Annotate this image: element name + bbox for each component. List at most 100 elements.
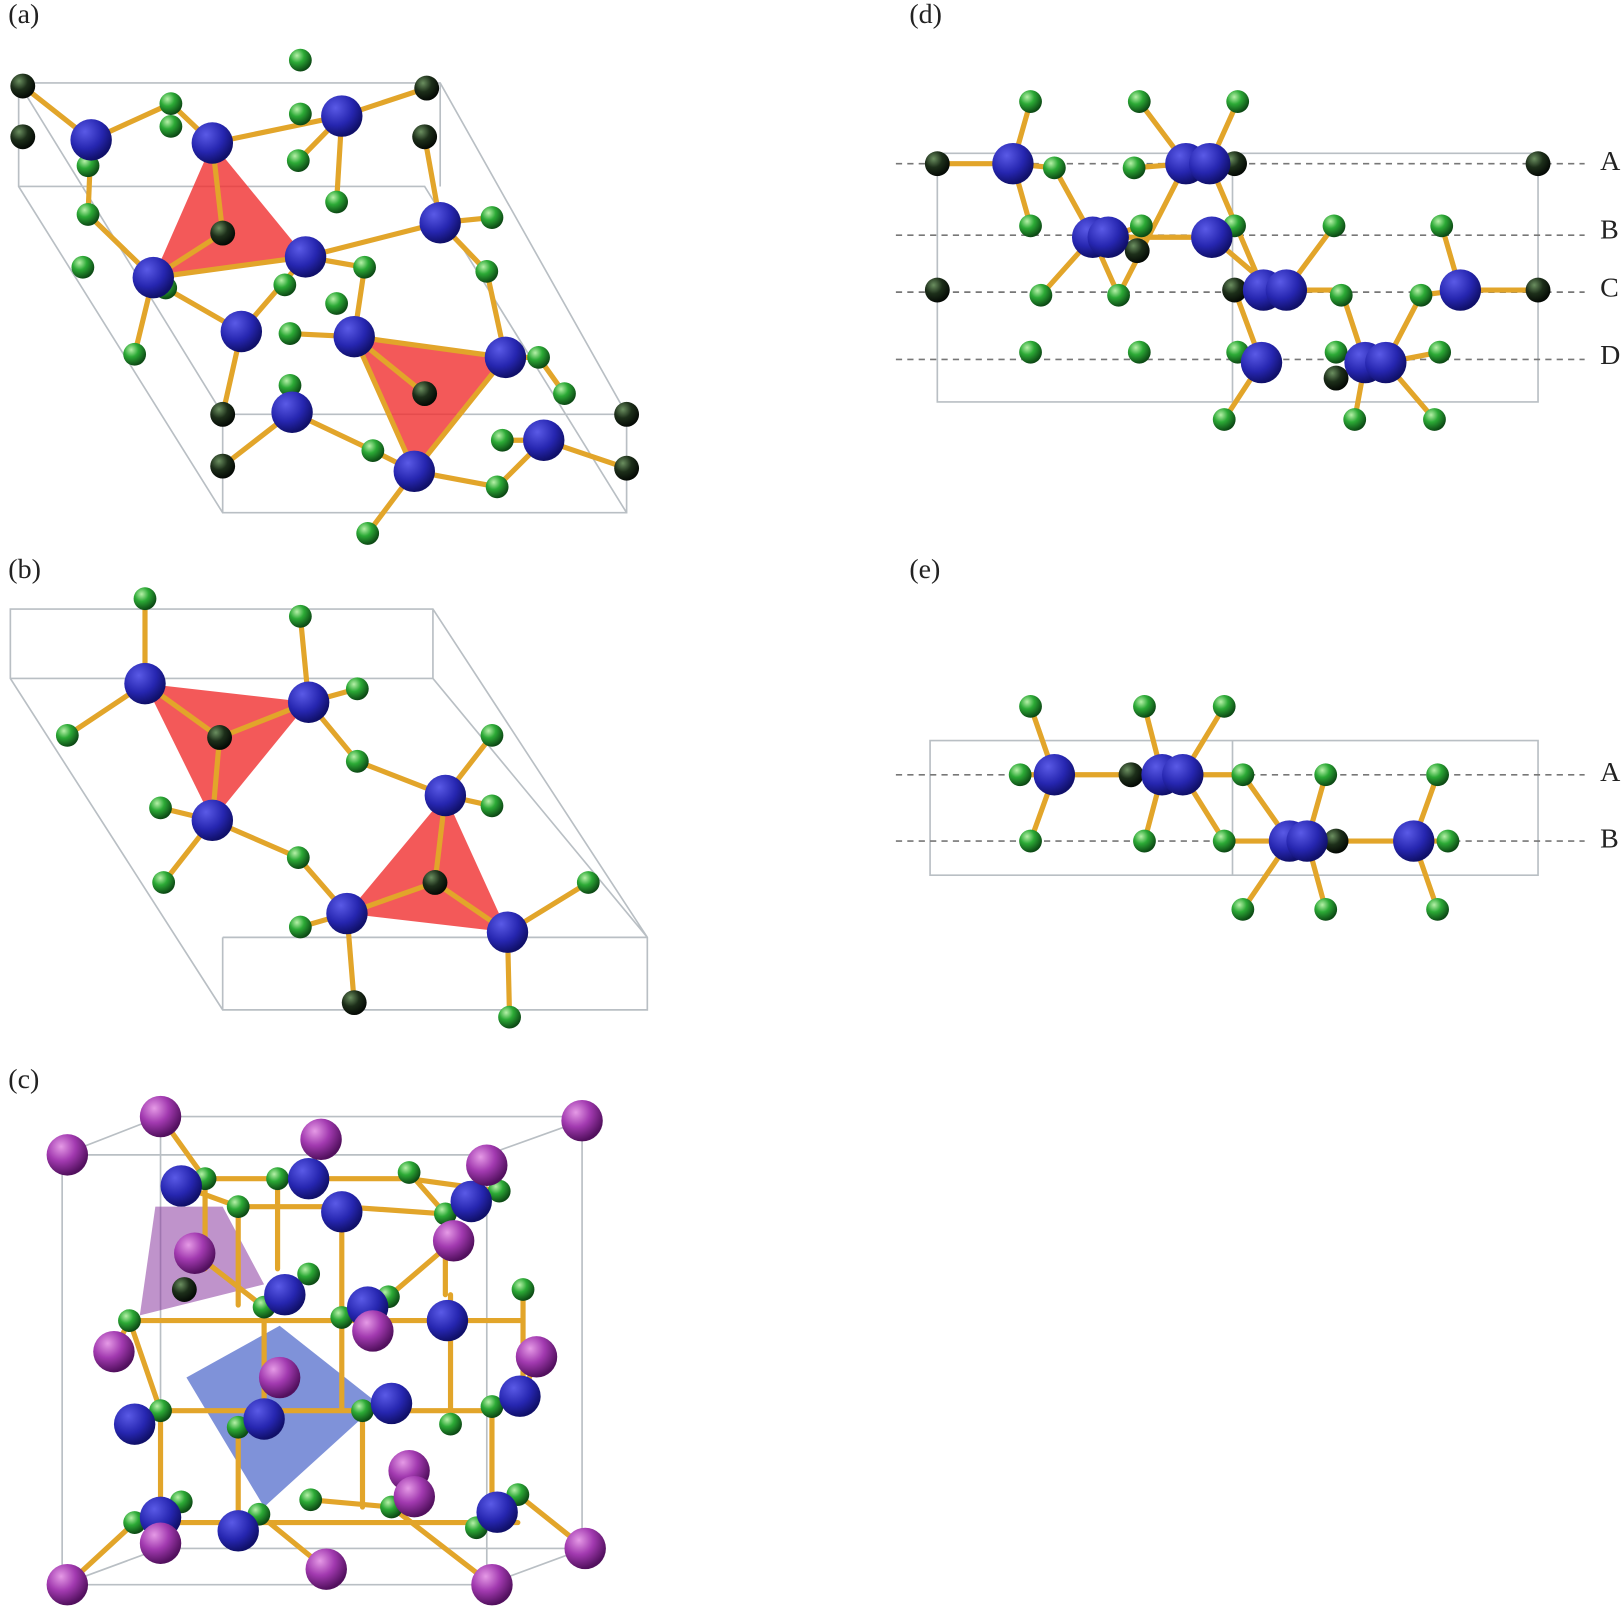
- green-atom: [1042, 156, 1066, 180]
- dark-atom: [1124, 238, 1150, 264]
- blue-atom: [1162, 754, 1204, 796]
- green-atom: [1019, 340, 1042, 364]
- shape: [9, 608, 649, 1011]
- green-atom: [1426, 763, 1449, 787]
- green-atom: [553, 382, 576, 406]
- green-atom: [330, 1306, 354, 1329]
- green-atom: [1019, 829, 1042, 853]
- green-atom: [55, 724, 79, 747]
- blue-atom: [1439, 269, 1482, 311]
- layer-label: C: [1600, 272, 1619, 303]
- purple-atom: [471, 1563, 513, 1606]
- purple-atom: [305, 1548, 347, 1590]
- green-atom: [123, 342, 147, 366]
- dark-atom: [412, 124, 438, 150]
- green-atom: [1019, 214, 1042, 238]
- blue-atom: [160, 1165, 202, 1207]
- shape: [346, 795, 508, 933]
- green-atom: [433, 1202, 457, 1226]
- green-atom: [345, 677, 369, 701]
- green-atom: [1127, 340, 1151, 364]
- purple-atom: [174, 1232, 216, 1274]
- panel-label: (c): [8, 1064, 39, 1095]
- dark-atom: [1323, 365, 1349, 391]
- bonds: [1017, 703, 1451, 912]
- purple-atom: [432, 1220, 475, 1262]
- purple-atom: [258, 1356, 301, 1399]
- blue-atom: [450, 1180, 492, 1223]
- green-atom: [439, 1412, 462, 1436]
- purple-atom: [300, 1118, 342, 1161]
- green-atom: [325, 190, 348, 214]
- blue-atom: [1393, 820, 1435, 862]
- blue-atom: [284, 236, 327, 278]
- dark-atom: [422, 870, 448, 895]
- dark-atom: [1118, 762, 1144, 788]
- green-atom: [1436, 829, 1460, 853]
- green-atom: [1008, 763, 1032, 787]
- atoms: [10, 48, 1551, 1606]
- green-atom: [1127, 90, 1151, 113]
- green-atom: [288, 604, 312, 628]
- blue-atom: [476, 1491, 518, 1533]
- layer-label: B: [1600, 214, 1619, 245]
- layer-label: A: [1600, 146, 1620, 177]
- dark-atom: [614, 455, 640, 481]
- green-atom: [133, 587, 157, 611]
- green-atom: [1329, 283, 1353, 307]
- layer-label: D: [1600, 340, 1620, 371]
- green-atom: [226, 1195, 250, 1219]
- green-atom: [159, 115, 183, 138]
- blue-atom: [132, 256, 174, 299]
- green-atom: [1122, 156, 1146, 180]
- blue-atom: [287, 681, 330, 723]
- dark-atom: [341, 990, 367, 1016]
- blue-atom: [426, 1299, 469, 1342]
- unit-cell: [929, 739, 1539, 877]
- blue-atom: [70, 119, 112, 161]
- green-atom: [345, 749, 369, 773]
- blue-atom: [220, 310, 263, 353]
- dark-atom: [207, 725, 232, 750]
- green-atom: [288, 48, 312, 72]
- green-atom: [1019, 90, 1042, 113]
- blue-atom: [1365, 341, 1407, 384]
- blue-atom: [486, 911, 529, 953]
- shape: [153, 142, 306, 278]
- bonds: [64, 596, 591, 1020]
- blue-atom: [321, 95, 363, 137]
- green-atom: [527, 345, 550, 369]
- green-atom: [511, 1278, 535, 1301]
- dark-atom: [1222, 277, 1247, 303]
- green-atom: [576, 871, 600, 894]
- green-atom: [1428, 340, 1452, 364]
- blue-atom: [124, 662, 166, 705]
- green-atom: [480, 724, 504, 747]
- green-atom: [278, 322, 302, 345]
- purple-atom: [352, 1310, 394, 1352]
- blue-atom: [264, 1273, 306, 1316]
- blue-atom: [419, 202, 461, 244]
- unit-cell: [9, 608, 649, 1011]
- dark-atom: [1525, 277, 1551, 303]
- blue-atom: [1087, 216, 1129, 258]
- green-atom: [1226, 90, 1250, 113]
- blue-atom: [370, 1382, 413, 1425]
- blue-atom: [1240, 341, 1283, 384]
- green-atom: [288, 102, 312, 126]
- green-atom: [498, 1005, 521, 1029]
- dark-atom: [1323, 828, 1349, 854]
- blue-atom: [1286, 820, 1328, 862]
- green-atom: [1314, 763, 1338, 787]
- green-atom: [297, 1262, 321, 1286]
- green-atom: [325, 292, 348, 315]
- green-atom: [149, 796, 172, 820]
- dark-atom: [412, 381, 438, 407]
- green-atom: [278, 373, 302, 397]
- green-atom: [1322, 214, 1346, 238]
- green-atom: [1426, 898, 1449, 921]
- blue-atom: [326, 892, 368, 935]
- purple-atom: [93, 1330, 135, 1373]
- green-atom: [1314, 898, 1338, 921]
